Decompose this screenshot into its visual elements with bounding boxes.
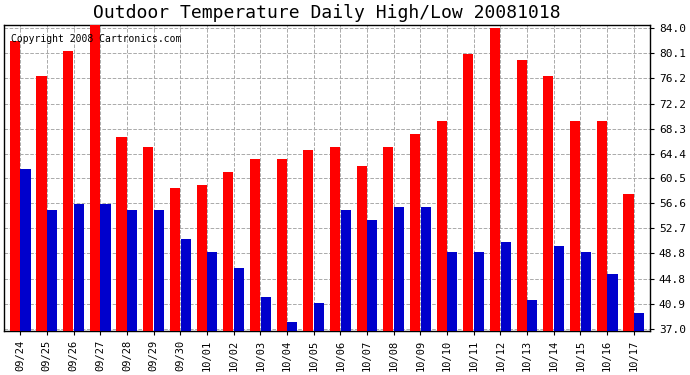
Bar [463,54,473,375]
Bar [367,220,377,375]
Bar [63,51,73,375]
Bar [554,246,564,375]
Bar [517,60,526,375]
Bar [597,121,607,375]
Bar [21,169,30,375]
Bar [607,274,618,375]
Bar [250,159,260,375]
Bar [37,76,47,375]
Bar [181,239,190,375]
Bar [383,147,393,375]
Bar [490,28,500,375]
Bar [570,121,580,375]
Bar [437,121,447,375]
Bar [277,159,287,375]
Bar [581,252,591,375]
Bar [10,41,20,375]
Text: Copyright 2008 Cartronics.com: Copyright 2008 Cartronics.com [10,34,181,44]
Bar [143,147,153,375]
Bar [261,297,270,375]
Bar [410,134,420,375]
Title: Outdoor Temperature Daily High/Low 20081018: Outdoor Temperature Daily High/Low 20081… [93,4,561,22]
Bar [207,252,217,375]
Bar [197,185,207,375]
Bar [117,137,127,375]
Bar [47,210,57,375]
Bar [421,207,431,375]
Bar [330,147,340,375]
Bar [74,204,84,375]
Bar [223,172,233,375]
Bar [101,204,110,375]
Bar [234,268,244,375]
Bar [314,303,324,375]
Bar [341,210,351,375]
Bar [394,207,404,375]
Bar [127,210,137,375]
Bar [527,300,538,375]
Bar [287,322,297,375]
Bar [623,195,633,375]
Bar [634,313,644,375]
Bar [154,210,164,375]
Bar [90,22,100,375]
Bar [501,242,511,375]
Bar [357,166,367,375]
Bar [447,252,457,375]
Bar [543,76,553,375]
Bar [303,150,313,375]
Bar [170,188,180,375]
Bar [474,252,484,375]
